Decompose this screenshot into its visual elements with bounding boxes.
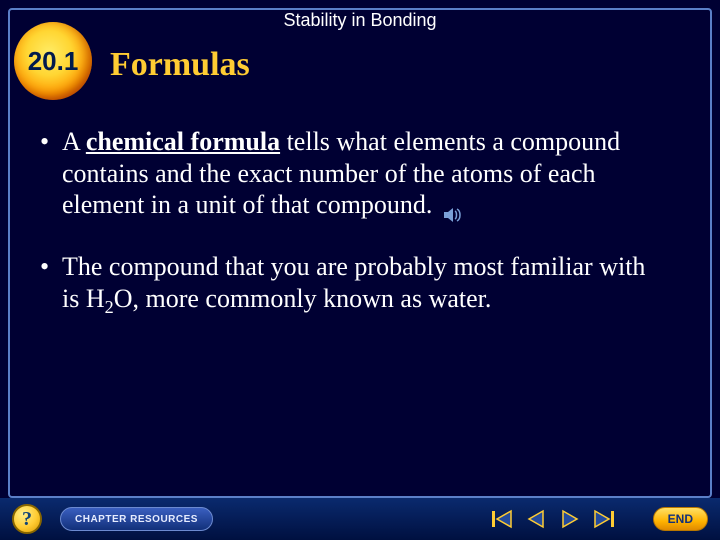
help-button[interactable]: ?: [12, 504, 42, 534]
bullet-marker: •: [40, 126, 62, 221]
chapter-resources-button[interactable]: CHAPTER RESOURCES: [60, 507, 213, 531]
nav-next-button[interactable]: [557, 506, 583, 532]
keyword: chemical formula: [86, 127, 280, 156]
bullet-item: • A chemical formula tells what elements…: [40, 126, 664, 221]
nav-first-button[interactable]: [489, 506, 515, 532]
bullet-text: A chemical formula tells what elements a…: [62, 126, 664, 221]
slide-title: Formulas: [110, 46, 250, 84]
bullet-text: The compound that you are probably most …: [62, 251, 664, 318]
section-badge: 20.1: [14, 22, 92, 100]
chapter-title: Stability in Bonding: [0, 10, 720, 31]
speaker-icon[interactable]: [443, 199, 461, 215]
nav-last-button[interactable]: [591, 506, 617, 532]
end-button[interactable]: END: [653, 507, 708, 531]
nav-group: [489, 506, 617, 532]
bullet-item: • The compound that you are probably mos…: [40, 251, 664, 318]
footer-bar: ? CHAPTER RESOURCES END: [0, 498, 720, 540]
section-number: 20.1: [28, 46, 79, 77]
bullet-marker: •: [40, 251, 62, 318]
nav-prev-button[interactable]: [523, 506, 549, 532]
slide-body: • A chemical formula tells what elements…: [40, 126, 664, 348]
